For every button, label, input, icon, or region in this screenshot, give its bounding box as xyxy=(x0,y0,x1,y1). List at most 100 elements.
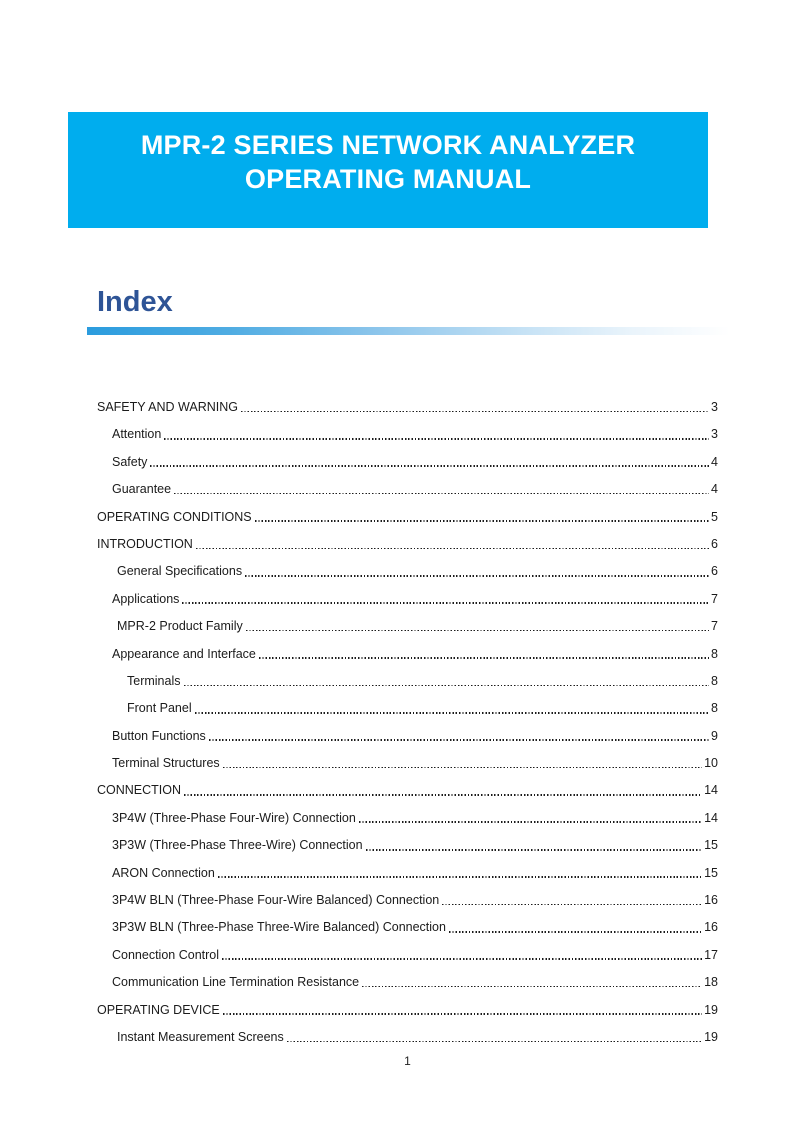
table-of-contents: SAFETY AND WARNING 3 Attention 3 Safety 4 Guar… xyxy=(97,399,718,1056)
toc-entry[interactable]: General Specifications 6 xyxy=(97,563,718,590)
toc-entry-page: 16 xyxy=(704,920,718,935)
toc-entry[interactable]: OPERATING CONDITIONS 5 xyxy=(97,509,718,536)
dot-leader xyxy=(174,492,710,495)
toc-entry-label: 3P4W BLN (Three-Phase Four-Wire Balanced… xyxy=(112,893,440,908)
toc-entry-label: INTRODUCTION xyxy=(97,536,193,551)
title-banner: MPR-2 SERIES NETWORK ANALYZER OPERATING … xyxy=(68,112,708,228)
toc-entry[interactable]: Communication Line Termination Resistanc… xyxy=(97,974,718,1001)
toc-entry-label: Safety xyxy=(112,454,148,469)
toc-entry-label: Attention xyxy=(112,427,162,442)
manual-title-line2: OPERATING MANUAL xyxy=(244,164,532,194)
toc-entry[interactable]: Safety 4 xyxy=(97,454,718,481)
dot-leader xyxy=(448,931,703,933)
toc-entry[interactable]: 3P4W (Three-Phase Four-Wire) Connection 1… xyxy=(97,810,718,837)
index-heading: Index xyxy=(97,286,173,318)
dot-leader xyxy=(222,958,703,961)
toc-entry[interactable]: Terminals 8 xyxy=(97,673,718,700)
toc-entry-label: 3P3W BLN (Three-Phase Three-Wire Balance… xyxy=(112,920,446,935)
toc-entry-label: General Specifications xyxy=(117,564,243,579)
toc-entry-label: Terminal Structures xyxy=(112,756,220,771)
dot-leader xyxy=(254,520,710,522)
toc-entry-page: 17 xyxy=(704,947,718,962)
toc-entry-page: 4 xyxy=(711,482,718,497)
toc-entry[interactable]: SAFETY AND WARNING 3 xyxy=(97,399,718,426)
toc-entry-page: 7 xyxy=(711,619,718,634)
toc-entry-label: Communication Line Termination Resistanc… xyxy=(112,975,360,990)
dot-leader xyxy=(182,602,710,605)
dot-leader xyxy=(286,1040,703,1043)
toc-entry-label: 3P3W (Three-Phase Three-Wire) Connection xyxy=(112,838,363,853)
toc-entry-page: 16 xyxy=(704,893,718,908)
dot-leader xyxy=(241,410,710,413)
toc-entry-label: Applications xyxy=(112,591,180,606)
toc-entry-page: 19 xyxy=(704,1029,718,1044)
toc-entry-label: SAFETY AND WARNING xyxy=(97,400,238,414)
toc-entry[interactable]: 3P4W BLN (Three-Phase Four-Wire Balanced… xyxy=(97,892,718,919)
toc-entry-page: 8 xyxy=(711,646,718,661)
dot-leader xyxy=(358,821,703,824)
toc-entry-page: 4 xyxy=(711,454,718,469)
toc-entry-label: Appearance and Interface xyxy=(112,646,256,661)
toc-entry-label: Front Panel xyxy=(127,701,192,716)
toc-entry-label: Connection Control xyxy=(112,947,220,962)
toc-entry[interactable]: Button Functions 9 xyxy=(97,728,718,755)
toc-entry-label: Guarantee xyxy=(112,482,172,497)
dot-leader xyxy=(365,848,703,851)
toc-entry[interactable]: Front Panel 8 xyxy=(97,700,718,727)
toc-entry[interactable]: MPR-2 Product Family 7 xyxy=(97,618,718,645)
dot-leader xyxy=(208,739,710,741)
dot-leader xyxy=(258,657,710,659)
toc-entry[interactable]: Appearance and Interface 8 xyxy=(97,646,718,673)
toc-entry-label: ARON Connection xyxy=(112,865,215,880)
toc-entry-page: 10 xyxy=(704,756,718,771)
toc-entry-label: MPR-2 Product Family xyxy=(117,619,243,634)
dot-leader xyxy=(245,629,710,632)
toc-entry-page: 8 xyxy=(711,673,718,688)
toc-entry-label: Instant Measurement Screens xyxy=(117,1029,284,1044)
toc-entry[interactable]: Terminal Structures 10 xyxy=(97,755,718,782)
dot-leader xyxy=(442,903,703,906)
toc-entry[interactable]: INTRODUCTION 6 xyxy=(97,536,718,563)
dot-leader xyxy=(195,547,710,550)
toc-entry-page: 6 xyxy=(711,564,718,579)
toc-entry-label: 3P4W (Three-Phase Four-Wire) Connection xyxy=(112,810,356,825)
manual-title-line1: MPR-2 SERIES NETWORK ANALYZER xyxy=(140,130,636,160)
toc-entry-label: OPERATING DEVICE xyxy=(97,1002,220,1017)
dot-leader xyxy=(183,684,710,687)
toc-entry[interactable]: Attention 3 xyxy=(97,426,718,453)
toc-entry[interactable]: 3P3W BLN (Three-Phase Three-Wire Balance… xyxy=(97,919,718,946)
toc-entry[interactable]: Applications 7 xyxy=(97,591,718,618)
dot-leader xyxy=(362,985,703,988)
toc-entry-page: 15 xyxy=(704,838,718,853)
gradient-rule xyxy=(87,327,730,335)
toc-entry-label: Button Functions xyxy=(112,728,206,743)
toc-entry-page: 14 xyxy=(704,783,718,798)
toc-entry-page: 8 xyxy=(711,701,718,716)
toc-entry[interactable]: Guarantee 4 xyxy=(97,481,718,508)
toc-entry-label: OPERATING CONDITIONS xyxy=(97,509,252,524)
dot-leader xyxy=(222,766,703,769)
toc-entry[interactable]: ARON Connection 15 xyxy=(97,865,718,892)
toc-entry[interactable]: Instant Measurement Screens 19 xyxy=(97,1029,718,1056)
toc-entry-page: 18 xyxy=(704,975,718,990)
toc-entry[interactable]: 3P3W (Three-Phase Three-Wire) Connection… xyxy=(97,837,718,864)
toc-entry-page: 14 xyxy=(704,810,718,825)
dot-leader xyxy=(245,574,710,577)
dot-leader xyxy=(222,1013,703,1015)
toc-entry-page: 3 xyxy=(711,400,718,414)
toc-entry-page: 7 xyxy=(711,591,718,606)
toc-entry[interactable]: OPERATING DEVICE 19 xyxy=(97,1002,718,1029)
toc-entry-page: 6 xyxy=(711,536,718,551)
toc-entry-label: CONNECTION xyxy=(97,783,182,798)
dot-leader xyxy=(194,711,710,714)
dot-leader xyxy=(217,876,703,878)
toc-entry-label: Terminals xyxy=(127,673,181,688)
dot-leader xyxy=(184,794,703,796)
toc-entry-page: 19 xyxy=(704,1002,718,1017)
toc-entry[interactable]: Connection Control 17 xyxy=(97,947,718,974)
toc-entry[interactable]: CONNECTION 14 xyxy=(97,782,718,809)
toc-entry-page: 15 xyxy=(704,865,718,880)
page-number: 1 xyxy=(404,1054,411,1068)
dot-leader xyxy=(164,437,710,440)
dot-leader xyxy=(150,465,710,468)
